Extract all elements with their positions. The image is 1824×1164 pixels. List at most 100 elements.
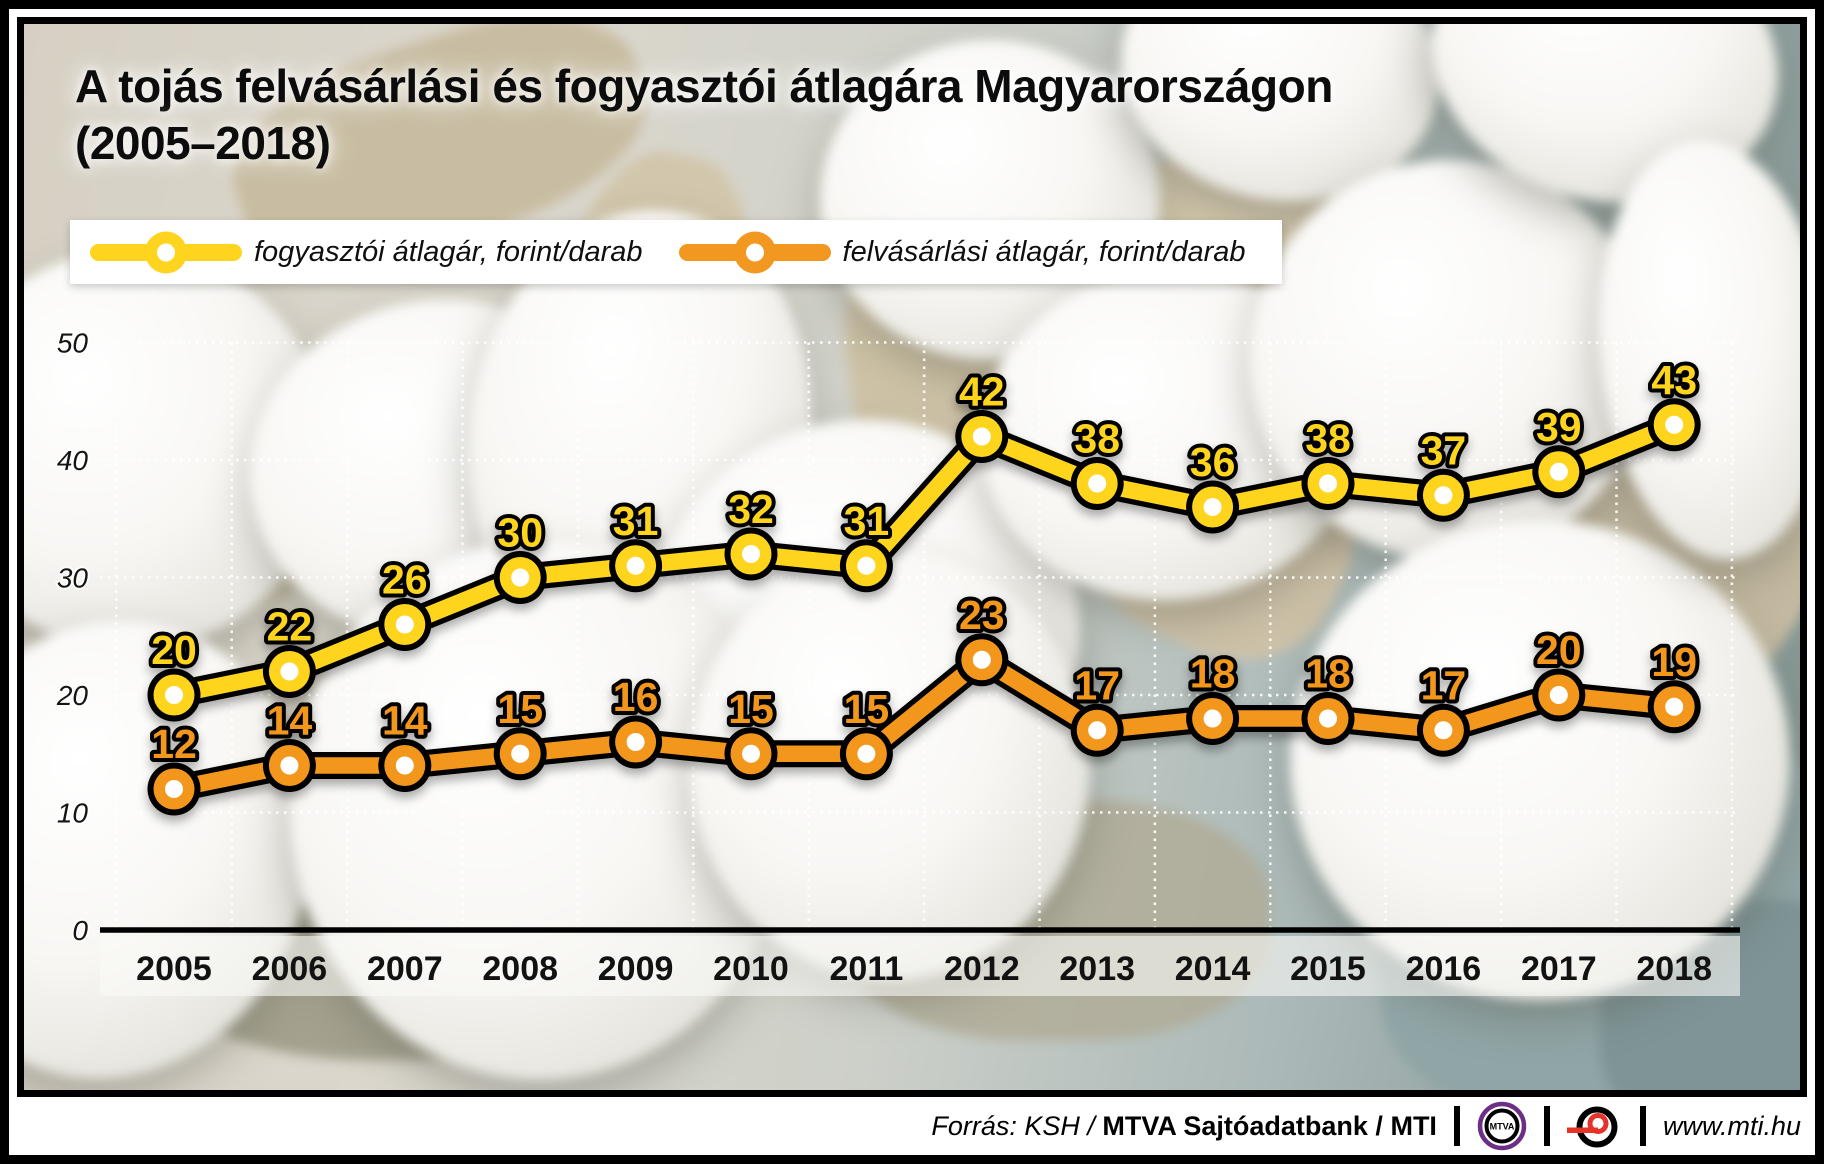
page-title: A tojás felvásárlási és fogyasztói átlag…: [75, 58, 1333, 172]
x-axis-year-label: 2015: [1290, 950, 1366, 988]
legend-item-consumer: fogyasztói átlagár, forint/darab: [70, 223, 643, 282]
y-tick-label: 40: [57, 445, 89, 476]
source-credit: Forrás: KSH / MTVA Sajtóadatbank / MTI: [931, 1111, 1437, 1142]
value-label: 15: [728, 686, 774, 732]
data-point-hole: [1088, 474, 1107, 493]
data-point-hole: [165, 780, 183, 798]
purchase-line-marker-icon: [678, 231, 831, 273]
horizontal-gridlines: [100, 341, 1740, 814]
data-point-hole: [1434, 721, 1453, 740]
x-axis-year-label: 2013: [1059, 950, 1135, 988]
data-point-hole: [626, 733, 645, 751]
value-label: 17: [1074, 662, 1120, 708]
data-point-hole: [1549, 686, 1568, 704]
title-line2: (2005–2018): [75, 117, 331, 169]
data-point-hole: [1203, 709, 1222, 728]
data-point-hole: [280, 756, 299, 775]
legend-label-purchase: felvásárlási átlagár, forint/darab: [842, 235, 1246, 268]
x-axis-year-label: 2017: [1521, 950, 1597, 988]
data-point-hole: [742, 744, 760, 763]
value-label: 15: [844, 686, 890, 732]
value-label: 20: [151, 627, 197, 673]
value-label: 18: [1305, 651, 1351, 697]
data-point-hole: [395, 756, 414, 775]
x-axis-band: [100, 936, 1740, 996]
footer-separator: [1639, 1106, 1646, 1146]
x-axis-year-label: 2018: [1636, 950, 1712, 988]
data-point-hole: [972, 427, 991, 446]
value-label: 36: [1190, 439, 1236, 485]
value-label: 42: [959, 369, 1005, 415]
series-consumer: 20 22 26 30 31 32 31 42 38 36 38 37 39 43: [147, 353, 1701, 722]
value-label: 14: [267, 698, 313, 744]
footer-bar: Forrás: KSH / MTVA Sajtóadatbank / MTI M…: [9, 1097, 1815, 1155]
data-point-hole: [280, 662, 299, 681]
value-label: 38: [1305, 416, 1351, 462]
x-axis-labels: 2005 2006 2007 2008 2009 2010 2011 2012 2013 2014…: [136, 950, 1712, 988]
data-point-hole: [511, 744, 530, 763]
source-org: MTVA Sajtóadatbank: [1102, 1110, 1368, 1141]
source-slash: /: [1375, 1110, 1383, 1141]
value-label: 26: [382, 557, 428, 603]
value-label: 37: [1421, 427, 1467, 473]
photo-panel: A tojás felvásárlási és fogyasztói átlag…: [17, 17, 1807, 1097]
value-label: 31: [613, 498, 659, 544]
mti-logo: [1566, 1106, 1618, 1148]
source-mti: MTI: [1390, 1110, 1437, 1141]
value-label: 12: [151, 721, 197, 767]
value-label: 16: [613, 674, 659, 720]
x-axis-year-label: 2014: [1175, 950, 1251, 988]
value-label: 20: [1536, 627, 1582, 673]
x-axis-year-label: 2012: [944, 950, 1020, 988]
data-point-hole: [1319, 709, 1337, 728]
egg-shape: [1290, 520, 1790, 1000]
value-label: 43: [1651, 357, 1697, 403]
value-label: 23: [959, 592, 1005, 638]
footer-separator: [1543, 1106, 1550, 1146]
y-axis-labels: 0 10 20 30 40 50: [54, 326, 91, 949]
value-label: 38: [1074, 416, 1120, 462]
value-label: 15: [497, 686, 543, 732]
y-tick-label: 0: [72, 915, 88, 946]
value-label: 31: [844, 498, 890, 544]
value-label: 18: [1190, 651, 1236, 697]
data-point-hole: [395, 615, 414, 634]
value-label: 17: [1421, 662, 1467, 708]
data-point-hole: [1434, 486, 1453, 505]
footer-separator: [1453, 1106, 1460, 1146]
legend-item-purchase: felvásárlási átlagár, forint/darab: [659, 223, 1246, 282]
x-axis-year-label: 2005: [136, 950, 212, 988]
y-tick-label: 30: [57, 563, 89, 594]
x-axis-year-label: 2010: [713, 950, 789, 988]
data-point-hole: [857, 556, 876, 575]
series-purchase: 12 14 14 15 16 15 15 23 17 18 18 17 20 19: [147, 588, 1701, 816]
data-point-hole: [1088, 721, 1107, 740]
x-axis-year-label: 2016: [1406, 950, 1482, 988]
value-label: 32: [728, 486, 774, 532]
data-point-hole: [1203, 498, 1222, 516]
y-tick-label: 50: [57, 328, 89, 359]
website-link[interactable]: www.mti.hu: [1662, 1110, 1801, 1141]
x-axis-year-label: 2007: [367, 950, 443, 988]
source-prefix: Forrás: KSH /: [931, 1110, 1095, 1141]
value-label: 30: [497, 510, 543, 556]
data-point-hole: [1665, 697, 1684, 716]
mtva-logo-text: MTVA: [1490, 1122, 1515, 1132]
data-point-hole: [1319, 474, 1337, 493]
series-group: 20 22 26 30 31 32 31 42 38 36 38 37 39 43 12 14 14 15 16 15…: [147, 353, 1701, 816]
value-label: 22: [267, 604, 313, 650]
consumer-line-marker-icon: [90, 231, 242, 273]
value-label: 39: [1536, 404, 1582, 450]
data-point-hole: [511, 568, 530, 587]
value-label: 19: [1651, 639, 1697, 685]
x-axis-year-label: 2008: [482, 950, 558, 988]
data-point-hole: [165, 686, 183, 704]
value-label: 14: [382, 698, 428, 744]
data-point-hole: [857, 744, 876, 763]
y-tick-label: 10: [57, 798, 89, 829]
data-point-hole: [742, 545, 760, 563]
data-point-hole: [626, 556, 645, 575]
x-axis-year-label: 2009: [598, 950, 674, 988]
